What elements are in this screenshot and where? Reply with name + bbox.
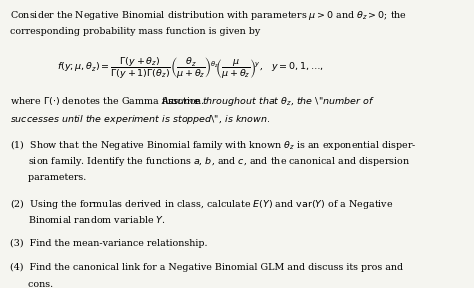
Text: $f(y;\mu,\theta_z) = \dfrac{\Gamma(y + \theta_z)}{\Gamma(y+1)\Gamma(\theta_z)}\l: $f(y;\mu,\theta_z) = \dfrac{\Gamma(y + \…: [56, 56, 323, 80]
Text: cons.: cons.: [10, 280, 53, 288]
Text: parameters.: parameters.: [10, 173, 86, 182]
Text: Consider the Negative Binomial distribution with parameters $\mu > 0$ and $\thet: Consider the Negative Binomial distribut…: [10, 9, 407, 22]
Text: sion family. Identify the functions $a$, $b$, and $c$, and the canonical and dis: sion family. Identify the functions $a$,…: [10, 155, 410, 168]
Text: Binomial random variable $Y$.: Binomial random variable $Y$.: [10, 214, 166, 225]
Text: $\it{successes\ until\ the\ experiment\ is\ stopped}$\", $\it{is\ known.}$: $\it{successes\ until\ the\ experiment\ …: [10, 113, 270, 126]
Text: corresponding probability mass function is given by: corresponding probability mass function …: [10, 27, 260, 36]
Text: where $\Gamma(\cdot)$ denotes the Gamma function.: where $\Gamma(\cdot)$ denotes the Gamma …: [10, 95, 209, 107]
Text: $\it{Assume\ throughout\ that}$ $\it{\theta_z}$, $\it{the\ }$\"$\it{number\ of}$: $\it{Assume\ throughout\ that}$ $\it{\th…: [161, 95, 374, 108]
Text: (2)  Using the formulas derived in class, calculate $E(Y)$ and $\mathrm{var}(Y)$: (2) Using the formulas derived in class,…: [10, 197, 393, 211]
Text: (3)  Find the mean-variance relationship.: (3) Find the mean-variance relationship.: [10, 238, 208, 248]
Text: (4)  Find the canonical link for a Negative Binomial GLM and discuss its pros an: (4) Find the canonical link for a Negati…: [10, 263, 403, 272]
Text: (1)  Show that the Negative Binomial family with known $\theta_z$ is an exponent: (1) Show that the Negative Binomial fami…: [10, 138, 416, 151]
